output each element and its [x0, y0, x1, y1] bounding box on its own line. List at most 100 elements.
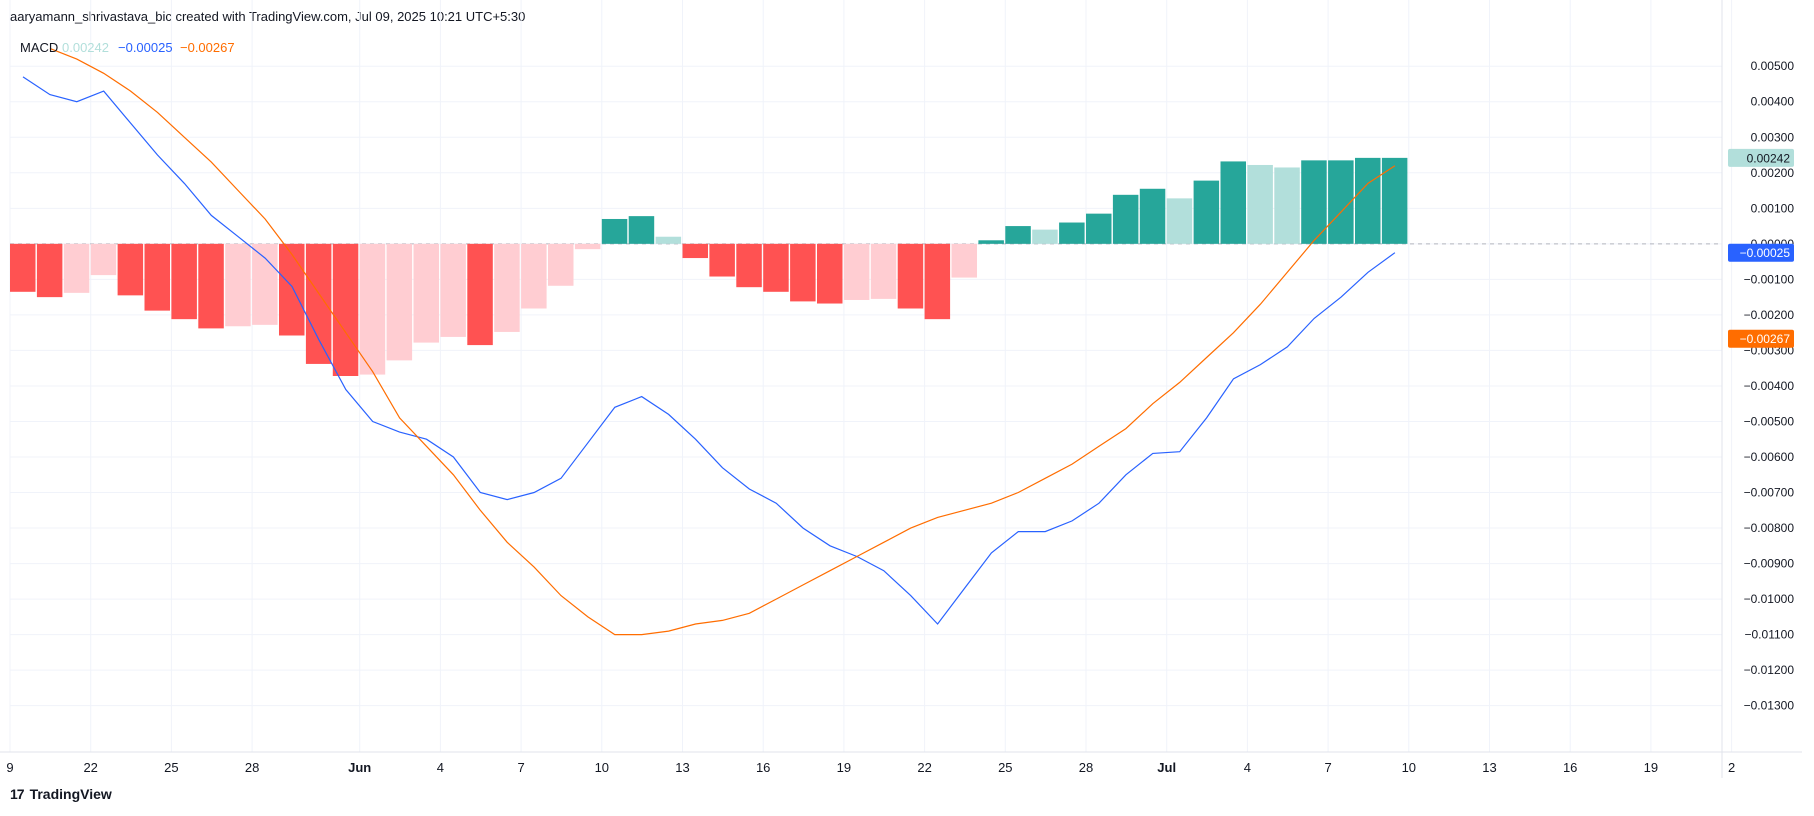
tradingview-logo-icon: 17: [10, 786, 25, 802]
histogram-price-label: 0.00242: [1747, 151, 1791, 165]
histogram-bar: [1059, 222, 1085, 244]
y-tick-label: −0.01300: [1744, 699, 1795, 713]
histogram-series: [10, 157, 1408, 376]
tradingview-logo-text: TradingView: [29, 786, 112, 802]
y-tick-label: 0.00100: [1751, 201, 1795, 215]
signal-line: [49, 47, 1396, 636]
histogram-bar: [709, 243, 735, 277]
histogram-bar: [36, 243, 63, 298]
x-tick-label: 4: [437, 760, 444, 775]
x-tick-label: 7: [1324, 760, 1331, 775]
x-tick-label: 7: [517, 760, 524, 775]
histogram-bar: [548, 243, 574, 286]
histogram-bar: [494, 243, 520, 332]
histogram-bar: [897, 243, 924, 309]
histogram-bar: [171, 243, 197, 320]
x-tick-label: 16: [1563, 760, 1577, 775]
line-series: [22, 47, 1396, 636]
histogram-bar: [1032, 229, 1058, 244]
y-tick-label: −0.00400: [1744, 379, 1795, 393]
x-tick-label: 9: [6, 760, 13, 775]
x-tick-label: 22: [83, 760, 97, 775]
y-tick-label: 0.00200: [1751, 166, 1795, 180]
histogram-bar: [924, 243, 951, 320]
legend-histogram-value: 0.00242: [62, 40, 109, 55]
histogram-bar: [521, 243, 547, 309]
histogram-bar: [1247, 164, 1273, 244]
x-tick-label: 28: [1079, 760, 1093, 775]
x-tick-label: 13: [1482, 760, 1496, 775]
y-tick-label: −0.00600: [1744, 450, 1795, 464]
x-tick-label: Jun: [348, 760, 371, 775]
histogram-bar: [117, 243, 144, 296]
x-tick-label: 2: [1728, 760, 1735, 775]
y-tick-label: −0.00500: [1744, 414, 1795, 428]
x-tick-label: 4: [1244, 760, 1251, 775]
y-tick-label: −0.01000: [1744, 592, 1795, 606]
y-tick-label: −0.00200: [1744, 308, 1795, 322]
x-axis: 9 22 25 28 Jun 4 7 10 13 16 19 22 25 28 Jul 4 7 10 13 16 19 2: [6, 760, 1735, 775]
tradingview-logo[interactable]: 17 TradingView: [10, 786, 112, 802]
x-tick-label: 10: [1402, 760, 1416, 775]
signal-price-label-bg: [1728, 329, 1794, 348]
histogram-bar: [1139, 188, 1166, 244]
chart-attribution: aaryamann_shrivastava_bic created with T…: [10, 9, 526, 24]
histogram-bar: [628, 216, 655, 244]
y-tick-label: −0.01200: [1744, 663, 1795, 677]
histogram-bar: [359, 243, 386, 375]
macd-price-label: −0.00025: [1740, 246, 1791, 260]
y-tick-label: −0.01100: [1745, 628, 1795, 642]
histogram-bar: [1328, 160, 1354, 244]
macd-chart[interactable]: 0.005000.004000.003000.002000.001000.000…: [0, 0, 1814, 780]
histogram-bar: [790, 243, 816, 302]
x-tick-label: Jul: [1157, 760, 1176, 775]
legend-signal-value: −0.00267: [180, 40, 235, 55]
histogram-bar: [386, 243, 413, 361]
y-tick-label: 0.00500: [1751, 59, 1795, 73]
histogram-bar: [1005, 226, 1031, 244]
x-tick-label: 28: [245, 760, 259, 775]
histogram-bar: [1112, 194, 1139, 244]
histogram-price-label-bg: [1728, 148, 1794, 167]
histogram-bar: [682, 243, 708, 259]
histogram-bar: [467, 243, 493, 346]
macd-line: [22, 76, 1396, 625]
histogram-bar: [198, 243, 224, 329]
histogram-bar: [1166, 198, 1193, 244]
histogram-bar: [601, 218, 628, 244]
histogram-bar: [574, 243, 601, 250]
y-tick-label: 0.00300: [1751, 130, 1795, 144]
histogram-bar: [655, 236, 682, 244]
x-tick-label: 25: [164, 760, 178, 775]
histogram-bar: [1301, 160, 1327, 244]
histogram-bar: [144, 243, 170, 311]
histogram-bar: [1274, 167, 1300, 244]
macd-price-label-bg: [1728, 243, 1794, 262]
histogram-bar: [1355, 157, 1381, 244]
histogram-bar: [763, 243, 789, 292]
x-tick-label: 13: [675, 760, 689, 775]
histogram-bar: [63, 243, 90, 293]
histogram-bar: [10, 243, 36, 292]
histogram-bar: [225, 243, 251, 327]
x-tick-label: 19: [1644, 760, 1658, 775]
histogram-bar: [817, 243, 843, 304]
histogram-bar: [1193, 180, 1220, 244]
histogram-bar: [279, 243, 305, 336]
histogram-bar: [1086, 213, 1112, 244]
histogram-bar: [843, 243, 870, 300]
x-tick-label: 25: [998, 760, 1012, 775]
histogram-bar: [1220, 161, 1246, 244]
histogram-bar: [305, 243, 332, 364]
histogram-bar: [1381, 157, 1408, 244]
y-tick-label: 0.00400: [1751, 95, 1795, 109]
x-tick-label: 19: [837, 760, 851, 775]
histogram-bar: [90, 243, 117, 276]
y-tick-label: −0.00900: [1744, 557, 1795, 571]
x-tick-label: 16: [756, 760, 770, 775]
histogram-bar: [332, 243, 359, 376]
x-tick-label: 10: [595, 760, 609, 775]
x-tick-label: 22: [917, 760, 931, 775]
histogram-bar: [252, 243, 278, 325]
signal-price-label: −0.00267: [1740, 332, 1791, 346]
